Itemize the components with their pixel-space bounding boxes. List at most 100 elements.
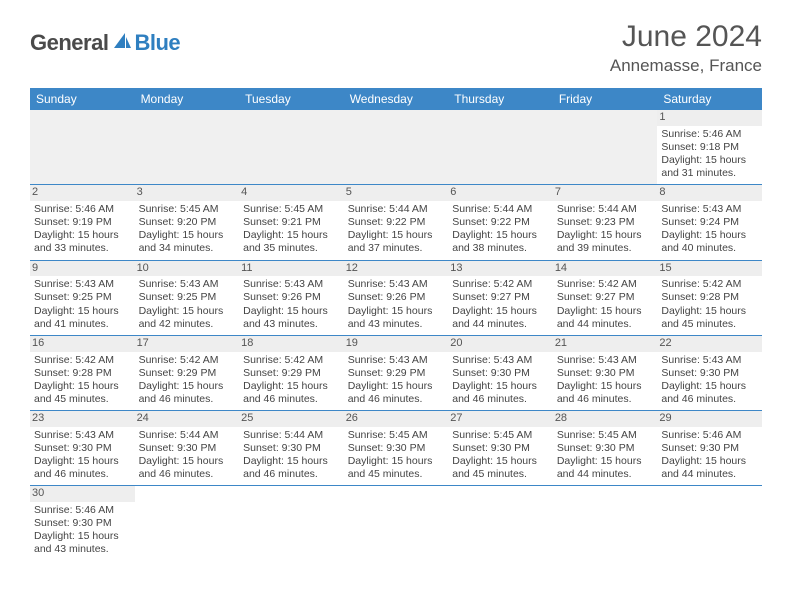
cell-sunset: Sunset: 9:30 PM: [661, 442, 758, 455]
cell-daylight2: and 46 minutes.: [243, 393, 340, 406]
calendar-cell: 19Sunrise: 5:43 AMSunset: 9:29 PMDayligh…: [344, 335, 449, 410]
cell-sunrise: Sunrise: 5:43 AM: [661, 354, 758, 367]
cell-daylight1: Daylight: 15 hours: [661, 154, 758, 167]
cell-sunset: Sunset: 9:21 PM: [243, 216, 340, 229]
cell-daylight1: Daylight: 15 hours: [557, 305, 654, 318]
cell-daylight1: Daylight: 15 hours: [661, 305, 758, 318]
calendar-cell: 10Sunrise: 5:43 AMSunset: 9:25 PMDayligh…: [135, 260, 240, 335]
calendar-cell: 21Sunrise: 5:43 AMSunset: 9:30 PMDayligh…: [553, 335, 658, 410]
cell-daylight2: and 34 minutes.: [139, 242, 236, 255]
cell-sunset: Sunset: 9:26 PM: [348, 291, 445, 304]
day-number: 29: [657, 411, 762, 427]
cell-daylight2: and 46 minutes.: [661, 393, 758, 406]
cell-daylight2: and 31 minutes.: [661, 167, 758, 180]
cell-daylight1: Daylight: 15 hours: [452, 229, 549, 242]
cell-daylight2: and 40 minutes.: [661, 242, 758, 255]
calendar-cell: 23Sunrise: 5:43 AMSunset: 9:30 PMDayligh…: [30, 411, 135, 486]
cell-daylight1: Daylight: 15 hours: [34, 380, 131, 393]
cell-daylight2: and 43 minutes.: [243, 318, 340, 331]
cell-daylight2: and 42 minutes.: [139, 318, 236, 331]
calendar-cell: 1Sunrise: 5:46 AMSunset: 9:18 PMDaylight…: [657, 110, 762, 185]
cell-daylight1: Daylight: 15 hours: [557, 229, 654, 242]
day-number: 25: [239, 411, 344, 427]
calendar-cell: 25Sunrise: 5:44 AMSunset: 9:30 PMDayligh…: [239, 411, 344, 486]
cell-sunrise: Sunrise: 5:45 AM: [452, 429, 549, 442]
cell-sunset: Sunset: 9:25 PM: [34, 291, 131, 304]
dayname-sat: Saturday: [657, 88, 762, 110]
dayname-mon: Monday: [135, 88, 240, 110]
cell-sunrise: Sunrise: 5:43 AM: [348, 354, 445, 367]
day-number: 13: [448, 261, 553, 277]
cell-daylight1: Daylight: 15 hours: [34, 229, 131, 242]
cell-daylight2: and 35 minutes.: [243, 242, 340, 255]
cell-sunrise: Sunrise: 5:43 AM: [348, 278, 445, 291]
calendar-week-row: 23Sunrise: 5:43 AMSunset: 9:30 PMDayligh…: [30, 411, 762, 486]
day-number: 16: [30, 336, 135, 352]
cell-sunrise: Sunrise: 5:42 AM: [139, 354, 236, 367]
cell-daylight1: Daylight: 15 hours: [348, 229, 445, 242]
day-number: 5: [344, 185, 449, 201]
day-number: 26: [344, 411, 449, 427]
title-block: June 2024 Annemasse, France: [610, 20, 762, 76]
calendar-week-row: 1Sunrise: 5:46 AMSunset: 9:18 PMDaylight…: [30, 110, 762, 185]
calendar-cell: 20Sunrise: 5:43 AMSunset: 9:30 PMDayligh…: [448, 335, 553, 410]
cell-sunrise: Sunrise: 5:44 AM: [243, 429, 340, 442]
cell-sunrise: Sunrise: 5:42 AM: [557, 278, 654, 291]
cell-daylight1: Daylight: 15 hours: [34, 455, 131, 468]
calendar-cell: [448, 110, 553, 185]
cell-daylight1: Daylight: 15 hours: [34, 530, 131, 543]
cell-sunrise: Sunrise: 5:46 AM: [661, 128, 758, 141]
day-number: 14: [553, 261, 658, 277]
cell-daylight1: Daylight: 15 hours: [452, 305, 549, 318]
cell-daylight2: and 46 minutes.: [139, 393, 236, 406]
cell-sunrise: Sunrise: 5:43 AM: [34, 278, 131, 291]
calendar-cell: 5Sunrise: 5:44 AMSunset: 9:22 PMDaylight…: [344, 185, 449, 260]
day-number: 9: [30, 261, 135, 277]
calendar-week-row: 2Sunrise: 5:46 AMSunset: 9:19 PMDaylight…: [30, 185, 762, 260]
calendar-cell: 18Sunrise: 5:42 AMSunset: 9:29 PMDayligh…: [239, 335, 344, 410]
calendar-cell: [30, 110, 135, 185]
cell-sunrise: Sunrise: 5:46 AM: [661, 429, 758, 442]
day-number: 3: [135, 185, 240, 201]
day-number: 20: [448, 336, 553, 352]
cell-sunrise: Sunrise: 5:43 AM: [661, 203, 758, 216]
day-number: 1: [657, 110, 762, 126]
calendar-cell: 13Sunrise: 5:42 AMSunset: 9:27 PMDayligh…: [448, 260, 553, 335]
cell-daylight2: and 46 minutes.: [452, 393, 549, 406]
cell-sunrise: Sunrise: 5:43 AM: [243, 278, 340, 291]
cell-daylight1: Daylight: 15 hours: [139, 229, 236, 242]
calendar-cell: 15Sunrise: 5:42 AMSunset: 9:28 PMDayligh…: [657, 260, 762, 335]
calendar-body: 1Sunrise: 5:46 AMSunset: 9:18 PMDaylight…: [30, 110, 762, 561]
cell-sunset: Sunset: 9:27 PM: [452, 291, 549, 304]
cell-daylight1: Daylight: 15 hours: [452, 455, 549, 468]
cell-sunrise: Sunrise: 5:42 AM: [34, 354, 131, 367]
cell-daylight1: Daylight: 15 hours: [34, 305, 131, 318]
cell-sunrise: Sunrise: 5:42 AM: [661, 278, 758, 291]
day-number: 24: [135, 411, 240, 427]
calendar-cell: 8Sunrise: 5:43 AMSunset: 9:24 PMDaylight…: [657, 185, 762, 260]
day-number: 23: [30, 411, 135, 427]
day-number: 21: [553, 336, 658, 352]
calendar-cell: 24Sunrise: 5:44 AMSunset: 9:30 PMDayligh…: [135, 411, 240, 486]
cell-sunrise: Sunrise: 5:45 AM: [557, 429, 654, 442]
cell-sunset: Sunset: 9:30 PM: [348, 442, 445, 455]
calendar-cell: [448, 486, 553, 561]
logo-sail-icon: [112, 31, 132, 56]
cell-daylight1: Daylight: 15 hours: [557, 380, 654, 393]
cell-daylight1: Daylight: 15 hours: [348, 455, 445, 468]
logo-text-general: General: [30, 30, 108, 56]
cell-sunrise: Sunrise: 5:45 AM: [348, 429, 445, 442]
cell-sunset: Sunset: 9:29 PM: [348, 367, 445, 380]
dayname-thu: Thursday: [448, 88, 553, 110]
cell-daylight2: and 44 minutes.: [452, 318, 549, 331]
cell-daylight1: Daylight: 15 hours: [243, 455, 340, 468]
cell-daylight1: Daylight: 15 hours: [139, 380, 236, 393]
cell-daylight2: and 38 minutes.: [452, 242, 549, 255]
calendar-cell: 16Sunrise: 5:42 AMSunset: 9:28 PMDayligh…: [30, 335, 135, 410]
day-number: 18: [239, 336, 344, 352]
cell-daylight1: Daylight: 15 hours: [348, 305, 445, 318]
cell-daylight2: and 45 minutes.: [452, 468, 549, 481]
cell-daylight2: and 41 minutes.: [34, 318, 131, 331]
cell-sunrise: Sunrise: 5:42 AM: [243, 354, 340, 367]
day-number: 30: [30, 486, 135, 502]
